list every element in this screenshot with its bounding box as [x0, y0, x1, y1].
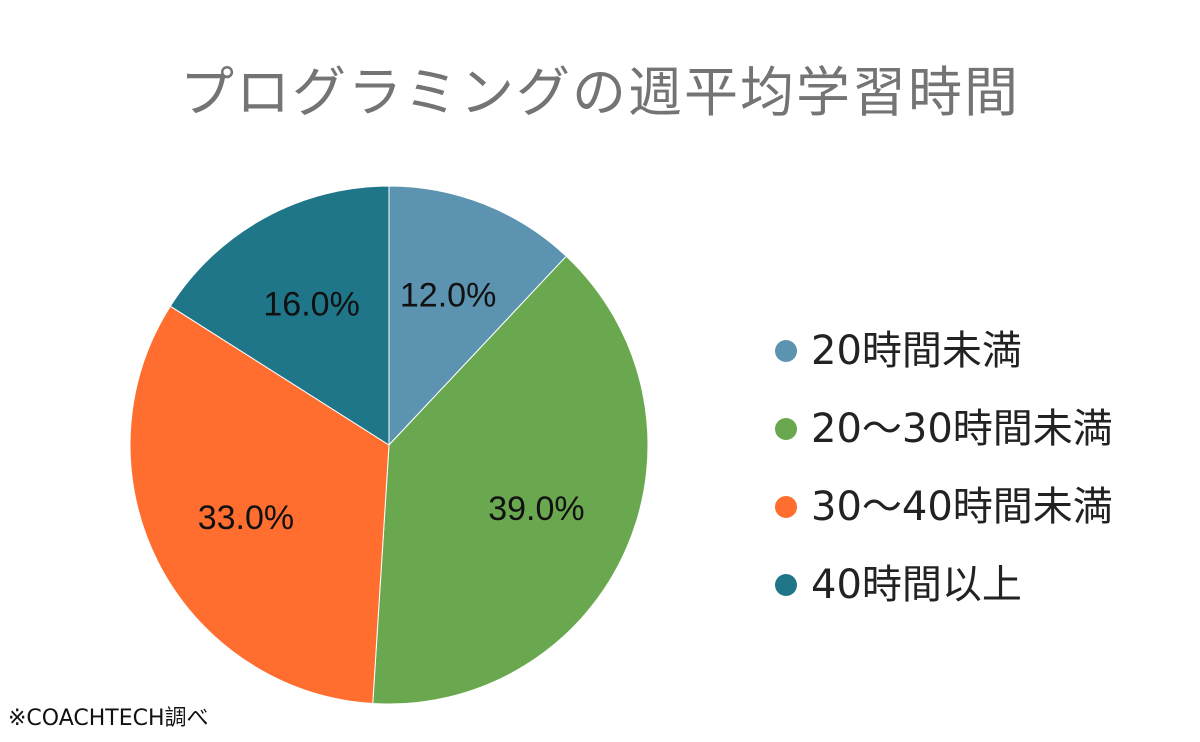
pie-slice	[388, 185, 568, 447]
legend-label: 30〜40時間未満	[811, 484, 1113, 530]
slice-data-label: 39.0%	[488, 490, 584, 528]
chart-legend: 20時間未満 20〜30時間未満 30〜40時間未満 40時間以上	[775, 312, 1113, 624]
legend-item: 40時間以上	[775, 546, 1113, 624]
slice-data-label: 12.0%	[400, 277, 496, 315]
slice-data-label: 33.0%	[198, 499, 294, 537]
legend-item: 30〜40時間未満	[775, 468, 1113, 546]
legend-swatch	[775, 340, 797, 362]
legend-label: 20時間未満	[811, 328, 1022, 374]
legend-swatch	[775, 418, 797, 440]
legend-label: 20〜30時間未満	[811, 406, 1113, 452]
pie-slices	[129, 185, 649, 705]
slice-data-label: 16.0%	[263, 285, 359, 323]
legend-item: 20時間未満	[775, 312, 1113, 390]
pie-slice	[169, 185, 390, 446]
legend-item: 20〜30時間未満	[775, 390, 1113, 468]
chart-title: プログラミングの週平均学習時間	[180, 61, 1020, 124]
pie-slice-labels: 12.0% 39.0% 33.0% 16.0%	[198, 277, 585, 537]
pie-slice	[372, 255, 649, 705]
source-note: ※COACHTECH調べ	[8, 706, 209, 731]
legend-swatch	[775, 496, 797, 518]
legend-swatch	[775, 574, 797, 596]
pie-slice	[129, 305, 390, 705]
legend-label: 40時間以上	[811, 562, 1022, 608]
